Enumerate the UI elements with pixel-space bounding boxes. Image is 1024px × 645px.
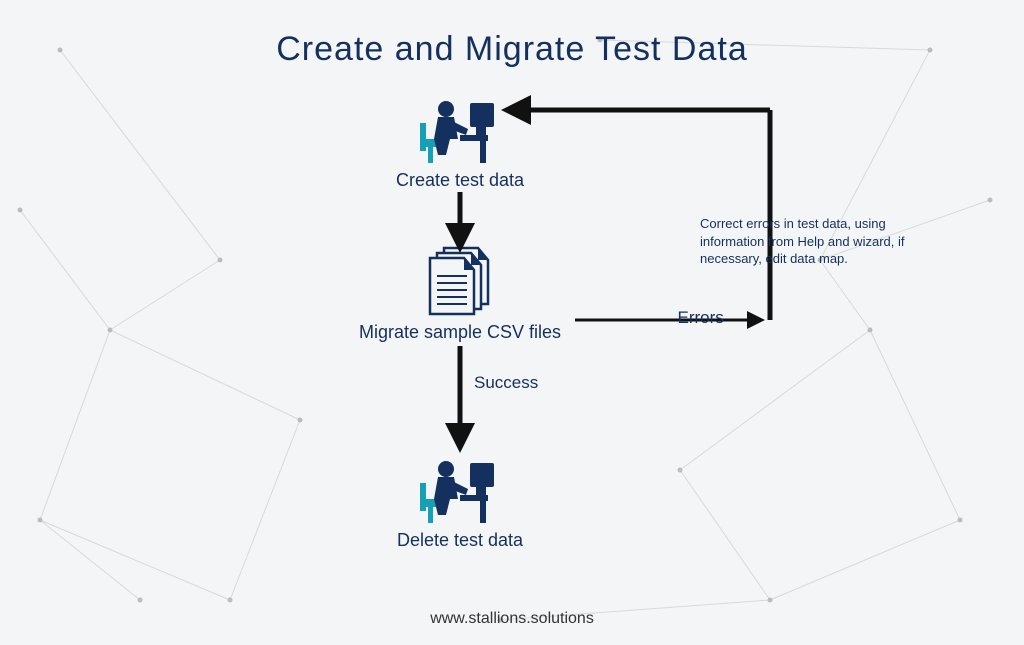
node-label-migrate: Migrate sample CSV files [310, 322, 610, 343]
errors-note: Correct errors in test data, using infor… [700, 215, 950, 268]
edge-label-success: Success [474, 373, 538, 393]
edge-label-errors: Errors [678, 308, 724, 328]
node-label-delete: Delete test data [310, 530, 610, 551]
footer-url: www.stallions.solutions [0, 610, 1024, 628]
node-label-create: Create test data [310, 170, 610, 191]
diagram-stage: Create and Migrate Test Data Create test… [0, 0, 1024, 645]
